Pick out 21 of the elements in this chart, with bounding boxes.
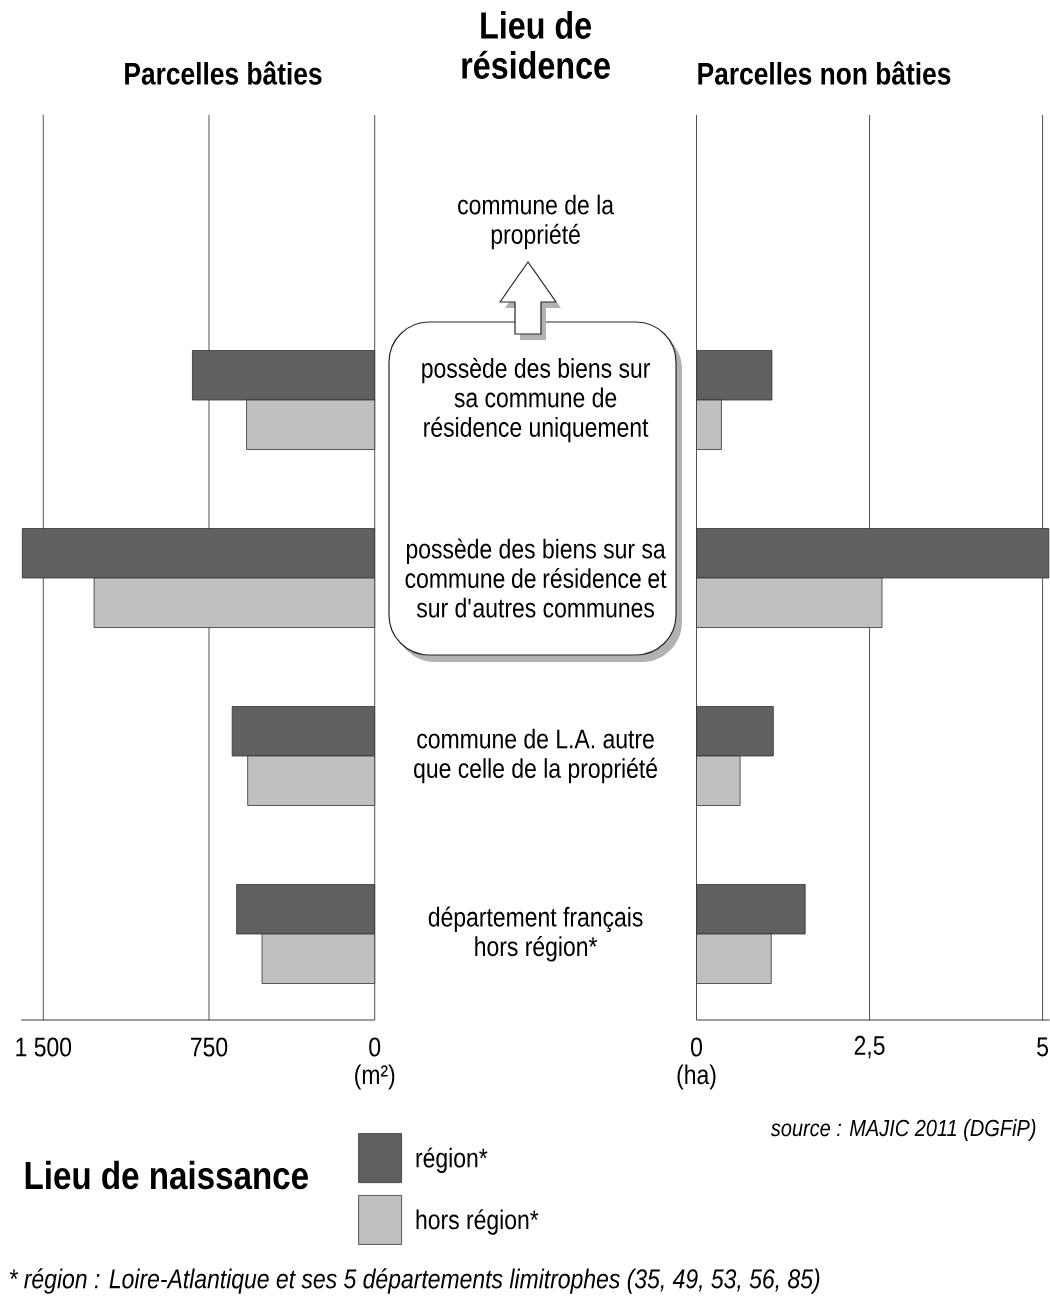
legend-title: Lieu de naissance [25, 1160, 308, 1190]
y-tick-label: commune de la propriété [458, 194, 615, 250]
y-axis-title: Lieu de résidence [462, 11, 610, 79]
y-tick-label: possède des biens sur sa commune de résidence et sur d'autres communes [405, 538, 667, 618]
x-tick-label: 5 [1037, 1037, 1048, 1057]
x-tick-label: 0 [369, 1037, 381, 1057]
x-axis-title: (m²) [355, 1064, 395, 1090]
x-tick-label: 750 [191, 1037, 228, 1057]
y-tick-label: département français hors région* [428, 906, 643, 962]
y-tick-label: commune de L.A. autre que celle de la propriété [414, 728, 658, 784]
y-tick-label: possède des biens sur sa commune de résidence uniquement [422, 357, 650, 443]
x-tick-label: 2,5 [854, 1035, 885, 1059]
source-note: source : MAJIC 2011 (DGFiP) [770, 1119, 1036, 1141]
x-axis-title: (ha) [677, 1064, 716, 1090]
chart-title: Parcelles non bâties [698, 61, 951, 85]
legend-label: région* [416, 1147, 488, 1173]
legend-label: hors région* [416, 1209, 539, 1235]
text: * région : Loire-Atlantique et ses 5 départements limitrophes (35, 49, 53, 56, 85) [9, 1268, 820, 1294]
x-tick-label: 0 [691, 1037, 702, 1057]
chart-title: Parcelles bâties [125, 61, 322, 85]
x-tick-label: 1 500 [16, 1037, 72, 1057]
